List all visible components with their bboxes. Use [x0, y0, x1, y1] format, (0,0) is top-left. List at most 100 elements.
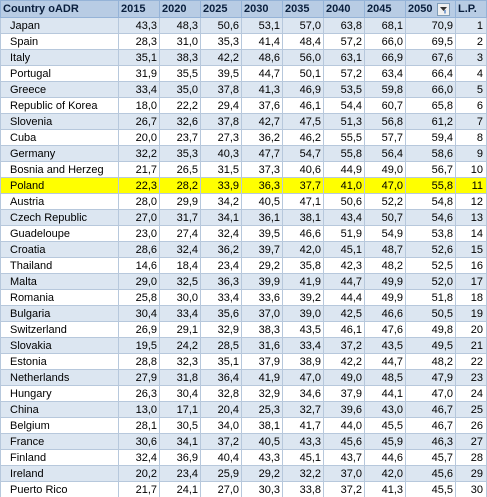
cell-value-2045[interactable]: 44,7	[364, 353, 406, 370]
cell-value-2015[interactable]: 13,0	[118, 401, 160, 418]
cell-value-2050[interactable]: 53,8	[405, 225, 456, 242]
cell-value-2015[interactable]: 26,3	[118, 385, 160, 402]
cell-value-2045[interactable]: 41,3	[364, 481, 406, 497]
cell-country[interactable]: Guadeloupe	[0, 225, 119, 242]
column-header-2030[interactable]: 2030	[241, 0, 283, 18]
cell-value-2045[interactable]: 48,7	[364, 241, 406, 258]
cell-value-2030[interactable]: 43,3	[241, 449, 283, 466]
cell-value-2050[interactable]: 55,8	[405, 177, 456, 194]
cell-country[interactable]: Ireland	[0, 465, 119, 482]
cell-country[interactable]: Finland	[0, 449, 119, 466]
cell-value-2025[interactable]: 25,9	[200, 465, 242, 482]
cell-value-2035[interactable]: 43,5	[282, 321, 324, 338]
cell-lp[interactable]: 5	[455, 81, 487, 98]
cell-country[interactable]: Cuba	[0, 129, 119, 146]
cell-value-2015[interactable]: 28,3	[118, 33, 160, 50]
cell-value-2040[interactable]: 42,3	[323, 257, 365, 274]
column-header-2045[interactable]: 2045	[364, 0, 406, 18]
cell-value-2025[interactable]: 27,3	[200, 129, 242, 146]
cell-value-2030[interactable]: 37,3	[241, 161, 283, 178]
cell-lp[interactable]: 28	[455, 449, 487, 466]
cell-value-2025[interactable]: 34,2	[200, 193, 242, 210]
cell-value-2025[interactable]: 37,2	[200, 433, 242, 450]
cell-value-2040[interactable]: 43,7	[323, 449, 365, 466]
cell-value-2040[interactable]: 63,8	[323, 17, 365, 34]
cell-value-2015[interactable]: 21,7	[118, 481, 160, 497]
cell-value-2030[interactable]: 29,2	[241, 465, 283, 482]
cell-value-2050[interactable]: 45,6	[405, 465, 456, 482]
cell-lp[interactable]: 24	[455, 385, 487, 402]
cell-value-2035[interactable]: 42,0	[282, 241, 324, 258]
cell-value-2020[interactable]: 24,1	[159, 481, 201, 497]
cell-value-2020[interactable]: 26,5	[159, 161, 201, 178]
cell-value-2030[interactable]: 41,4	[241, 33, 283, 50]
cell-value-2050[interactable]: 51,8	[405, 289, 456, 306]
cell-value-2025[interactable]: 37,8	[200, 113, 242, 130]
cell-value-2035[interactable]: 41,7	[282, 417, 324, 434]
cell-value-2030[interactable]: 36,3	[241, 177, 283, 194]
cell-value-2045[interactable]: 56,8	[364, 113, 406, 130]
cell-value-2045[interactable]: 54,9	[364, 225, 406, 242]
cell-value-2020[interactable]: 30,0	[159, 289, 201, 306]
cell-value-2050[interactable]: 50,5	[405, 305, 456, 322]
cell-value-2045[interactable]: 45,9	[364, 433, 406, 450]
cell-lp[interactable]: 21	[455, 337, 487, 354]
cell-value-2045[interactable]: 56,4	[364, 145, 406, 162]
column-header-2015[interactable]: 2015	[118, 0, 160, 18]
cell-value-2040[interactable]: 37,2	[323, 337, 365, 354]
cell-value-2015[interactable]: 33,4	[118, 81, 160, 98]
cell-lp[interactable]: 17	[455, 273, 487, 290]
cell-lp[interactable]: 22	[455, 353, 487, 370]
cell-value-2025[interactable]: 27,0	[200, 481, 242, 497]
cell-lp[interactable]: 30	[455, 481, 487, 497]
cell-value-2035[interactable]: 48,4	[282, 33, 324, 50]
cell-value-2020[interactable]: 31,8	[159, 369, 201, 386]
cell-value-2045[interactable]: 60,7	[364, 97, 406, 114]
cell-value-2050[interactable]: 47,0	[405, 385, 456, 402]
cell-value-2020[interactable]: 31,7	[159, 209, 201, 226]
cell-value-2045[interactable]: 43,0	[364, 401, 406, 418]
cell-value-2025[interactable]: 39,5	[200, 65, 242, 82]
cell-value-2030[interactable]: 25,3	[241, 401, 283, 418]
cell-value-2040[interactable]: 57,2	[323, 65, 365, 82]
cell-value-2040[interactable]: 54,4	[323, 97, 365, 114]
cell-value-2045[interactable]: 48,5	[364, 369, 406, 386]
cell-country[interactable]: Italy	[0, 49, 119, 66]
cell-value-2025[interactable]: 33,4	[200, 289, 242, 306]
column-header-2035[interactable]: 2035	[282, 0, 324, 18]
cell-value-2045[interactable]: 46,6	[364, 305, 406, 322]
cell-value-2015[interactable]: 31,9	[118, 65, 160, 82]
cell-value-2035[interactable]: 46,6	[282, 225, 324, 242]
cell-value-2025[interactable]: 36,4	[200, 369, 242, 386]
cell-value-2030[interactable]: 42,7	[241, 113, 283, 130]
cell-lp[interactable]: 12	[455, 193, 487, 210]
cell-value-2050[interactable]: 54,8	[405, 193, 456, 210]
cell-country[interactable]: Portugal	[0, 65, 119, 82]
cell-value-2030[interactable]: 53,1	[241, 17, 283, 34]
cell-value-2030[interactable]: 36,1	[241, 209, 283, 226]
cell-value-2035[interactable]: 32,2	[282, 465, 324, 482]
cell-country[interactable]: Bosnia and Herzeg	[0, 161, 119, 178]
cell-value-2015[interactable]: 28,0	[118, 193, 160, 210]
cell-value-2030[interactable]: 38,3	[241, 321, 283, 338]
cell-value-2015[interactable]: 25,8	[118, 289, 160, 306]
cell-value-2045[interactable]: 43,5	[364, 337, 406, 354]
cell-value-2025[interactable]: 42,2	[200, 49, 242, 66]
cell-value-2020[interactable]: 30,4	[159, 385, 201, 402]
cell-lp[interactable]: 29	[455, 465, 487, 482]
cell-value-2050[interactable]: 46,7	[405, 401, 456, 418]
cell-value-2035[interactable]: 46,9	[282, 81, 324, 98]
cell-value-2020[interactable]: 32,3	[159, 353, 201, 370]
cell-value-2020[interactable]: 31,0	[159, 33, 201, 50]
cell-value-2045[interactable]: 59,8	[364, 81, 406, 98]
cell-country[interactable]: Netherlands	[0, 369, 119, 386]
cell-value-2015[interactable]: 27,9	[118, 369, 160, 386]
cell-value-2020[interactable]: 29,1	[159, 321, 201, 338]
cell-value-2015[interactable]: 43,3	[118, 17, 160, 34]
cell-value-2020[interactable]: 30,5	[159, 417, 201, 434]
cell-value-2040[interactable]: 45,6	[323, 433, 365, 450]
cell-value-2045[interactable]: 47,6	[364, 321, 406, 338]
cell-country[interactable]: Malta	[0, 273, 119, 290]
cell-value-2050[interactable]: 49,8	[405, 321, 456, 338]
cell-value-2030[interactable]: 39,5	[241, 225, 283, 242]
